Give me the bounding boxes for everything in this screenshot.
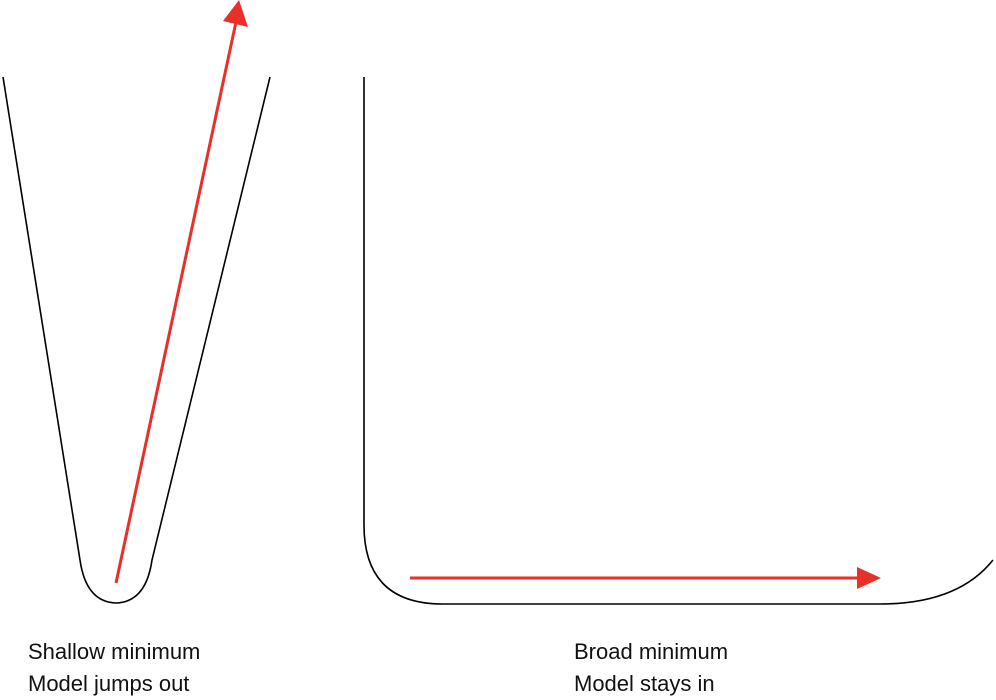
jump-out-arrowhead <box>223 0 248 27</box>
broad-minimum-title: Broad minimum <box>574 639 729 664</box>
jump-out-arrow-shaft <box>114 21 238 584</box>
broad-minimum-curve <box>363 77 994 605</box>
broad-minimum-caption: Broad minimum Model stays in <box>574 636 728 700</box>
stay-in-arrowhead <box>857 567 881 589</box>
shallow-minimum-subtitle: Model jumps out <box>28 671 190 696</box>
broad-minimum-subtitle: Model stays in <box>574 671 715 696</box>
shallow-minimum-caption: Shallow minimum Model jumps out <box>28 636 200 700</box>
shallow-minimum-title: Shallow minimum <box>28 639 201 664</box>
shallow-minimum-curve <box>2 76 271 604</box>
